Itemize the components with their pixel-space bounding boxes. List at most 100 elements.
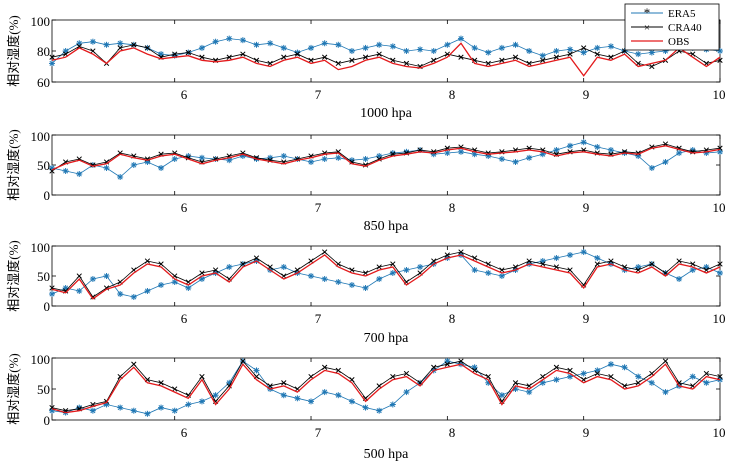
series-line-cra40 (51, 143, 721, 172)
data-point-cra40 (703, 370, 710, 377)
data-point-cra40 (512, 380, 519, 386)
data-point-era5 (498, 392, 505, 399)
data-point-era5 (389, 401, 396, 408)
panel-700hpa-xtick-label: 10 (713, 311, 726, 326)
data-point-era5 (662, 159, 669, 165)
data-point-era5 (308, 398, 315, 405)
data-point-cra40 (321, 249, 328, 255)
data-point-era5 (635, 51, 642, 58)
data-point-era5 (607, 361, 614, 368)
panel-700hpa-ytick-label: 100 (31, 240, 51, 255)
data-point-era5 (171, 279, 178, 285)
data-point-era5 (430, 48, 437, 54)
data-point-cra40 (444, 252, 451, 258)
data-point-cra40 (362, 270, 369, 276)
data-point-cra40 (676, 258, 682, 264)
data-point-cra40 (649, 261, 655, 267)
data-point-era5 (485, 49, 492, 56)
data-point-era5 (76, 171, 83, 177)
data-point-era5 (539, 379, 546, 386)
panel-1000hpa: 相对湿度(%) 100 80 60 6 7 8 9 10 1000 hpa (6, 14, 726, 121)
data-point-era5 (376, 41, 383, 48)
legend-entry-era5: * ERA5 (631, 5, 696, 20)
data-point-era5 (403, 267, 410, 273)
data-point-era5 (158, 282, 165, 288)
data-point-cra40 (76, 273, 82, 279)
data-point-cra40 (199, 270, 205, 276)
panel-1000hpa-xtick-label: 8 (449, 87, 456, 102)
panel-850hpa-xlabel: 850 hpa (364, 219, 410, 234)
data-point-cra40 (403, 60, 410, 67)
panel-700hpa-xtick-label: 9 (583, 311, 590, 326)
legend-era5-marker-icon: * (644, 5, 651, 20)
panel-500hpa-ytick-label: 0 (44, 413, 51, 428)
data-point-cra40 (335, 367, 341, 374)
data-point-cra40 (485, 261, 491, 267)
data-point-era5 (280, 44, 287, 51)
panel-1000hpa-xtick-label: 9 (583, 87, 590, 102)
panel-1000hpa-xtick-label: 7 (315, 87, 322, 102)
data-point-era5 (280, 153, 287, 159)
data-point-era5 (226, 35, 233, 42)
data-point-era5 (580, 139, 587, 146)
data-point-era5 (280, 392, 287, 399)
data-point-cra40 (240, 261, 246, 267)
data-point-cra40 (281, 380, 287, 386)
data-point-era5 (49, 60, 55, 67)
data-point-era5 (117, 174, 124, 180)
data-point-cra40 (594, 261, 600, 267)
data-point-cra40 (581, 45, 587, 51)
data-point-era5 (512, 41, 519, 48)
panel-500hpa-xtick-label: 9 (583, 425, 590, 440)
series-line-cra40 (51, 360, 721, 412)
data-point-era5 (212, 392, 219, 399)
data-point-era5 (49, 407, 55, 414)
panel-850hpa-xtick-label: 7 (315, 200, 322, 215)
data-point-era5 (335, 154, 342, 161)
data-point-era5 (676, 150, 683, 156)
data-point-era5 (689, 267, 696, 273)
data-point-era5 (89, 407, 96, 414)
data-point-cra40 (553, 364, 560, 370)
data-point-era5 (648, 379, 655, 386)
panel-500hpa-xtick-label: 6 (181, 425, 188, 440)
panel-500hpa-ytick-label: 50 (37, 382, 50, 397)
data-point-era5 (321, 40, 328, 47)
panel-1000hpa-ytick-label: 100 (31, 14, 51, 29)
data-point-era5 (471, 44, 478, 51)
series-line-obs (51, 254, 721, 300)
series-line-era5 (51, 360, 721, 415)
data-point-era5 (130, 162, 137, 168)
data-point-era5 (198, 154, 205, 161)
data-point-era5 (158, 165, 165, 171)
data-point-era5 (389, 43, 396, 50)
panel-500hpa-ytick-label: 100 (31, 352, 51, 367)
data-point-cra40 (185, 49, 191, 56)
data-point-era5 (76, 288, 83, 294)
data-point-cra40 (471, 255, 478, 261)
data-point-cra40 (458, 249, 464, 255)
panel-1000hpa-ytick-label: 80 (37, 44, 50, 59)
data-point-cra40 (390, 57, 396, 63)
panel-500hpa-frame (51, 357, 721, 421)
data-point-cra40 (431, 258, 437, 264)
data-point-cra40 (512, 264, 519, 270)
data-point-era5 (335, 392, 342, 399)
panel-700hpa-ytick-label: 50 (37, 269, 50, 284)
data-point-era5 (198, 44, 205, 51)
series-line-obs (51, 145, 721, 171)
data-point-cra40 (49, 54, 55, 60)
panel-700hpa-ylabel: 相对湿度(%) (6, 240, 21, 312)
data-point-cra40 (403, 370, 410, 377)
data-point-era5 (417, 46, 424, 53)
data-point-era5 (512, 159, 519, 165)
data-point-era5 (171, 156, 178, 162)
data-point-era5 (526, 154, 533, 161)
data-point-era5 (567, 373, 574, 380)
data-point-era5 (594, 367, 601, 374)
data-point-era5 (417, 264, 424, 270)
data-point-cra40 (390, 373, 396, 380)
data-point-cra40 (553, 264, 560, 270)
data-point-cra40 (526, 60, 532, 67)
